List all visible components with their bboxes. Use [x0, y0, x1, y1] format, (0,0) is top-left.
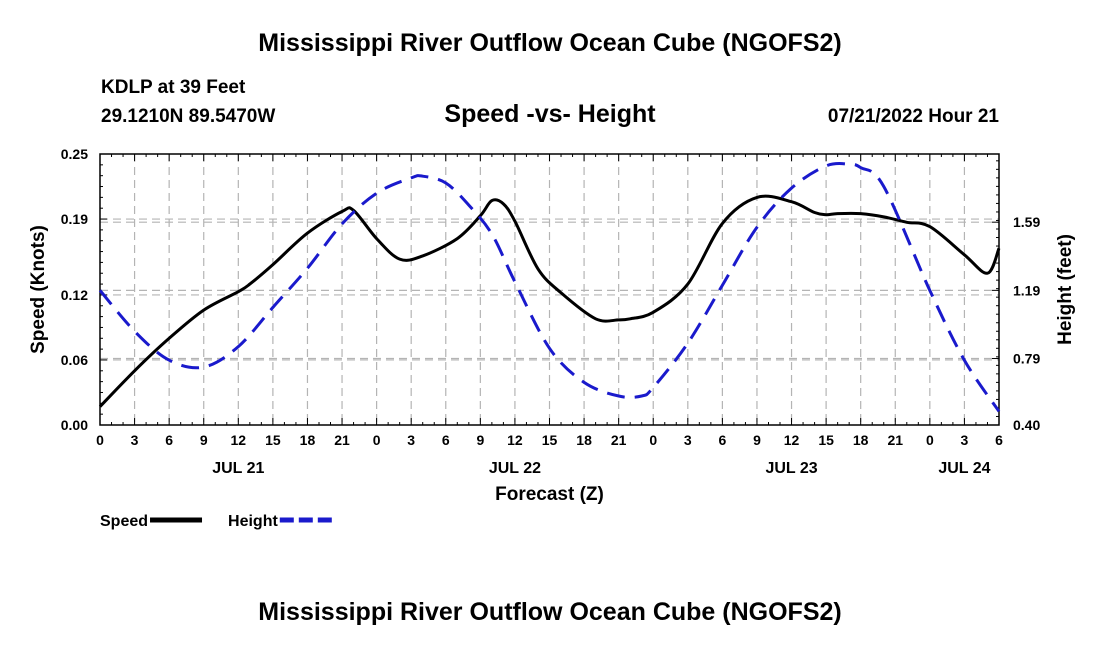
day-label: JUL 21 — [212, 460, 264, 477]
chart-title: Speed -vs- Height — [444, 100, 656, 128]
y-tick-label: 0.06 — [61, 352, 88, 368]
x-tick-label: 12 — [231, 432, 247, 448]
series-line-speed — [98, 194, 1001, 408]
y2-tick-label: 0.79 — [1013, 351, 1040, 367]
x-tick-label: 9 — [753, 432, 761, 448]
main-title: Mississippi River Outflow Ocean Cube (NG… — [258, 29, 842, 57]
x-tick-label: 12 — [784, 432, 800, 448]
x-tick-label: 3 — [961, 432, 969, 448]
y-tick-label: 0.25 — [61, 146, 88, 162]
x-tick-label: 0 — [96, 432, 104, 448]
x-tick-label: 21 — [611, 432, 627, 448]
x-tick-label: 18 — [853, 432, 869, 448]
y-axis-title: Speed (Knots) — [28, 225, 49, 354]
x-tick-label: 6 — [718, 432, 726, 448]
x-tick-label: 0 — [649, 432, 657, 448]
x-tick-label: 21 — [334, 432, 350, 448]
y2-axis-title: Height (feet) — [1055, 234, 1076, 345]
y-tick-label: 0.12 — [61, 287, 88, 303]
x-tick-label: 6 — [995, 432, 1003, 448]
legend-label-speed: Speed — [100, 513, 148, 530]
legend-label-height: Height — [228, 513, 278, 530]
x-tick-label: 15 — [818, 432, 834, 448]
y-tick-label: 0.19 — [61, 211, 88, 227]
x-tick-label: 6 — [165, 432, 173, 448]
x-tick-label: 18 — [300, 432, 316, 448]
day-label: JUL 22 — [489, 460, 541, 477]
coordinates-label: 29.1210N 89.5470W — [101, 106, 276, 127]
series-line-height — [98, 161, 1001, 413]
x-tick-label: 6 — [442, 432, 450, 448]
x-tick-label: 15 — [542, 432, 558, 448]
footer-title: Mississippi River Outflow Ocean Cube (NG… — [258, 598, 842, 626]
y-tick-label: 0.00 — [61, 417, 88, 433]
station-label: KDLP at 39 Feet — [101, 77, 246, 98]
y2-tick-label: 0.40 — [1013, 417, 1040, 433]
y2-tick-label: 1.59 — [1013, 214, 1040, 230]
day-label: JUL 23 — [765, 460, 817, 477]
x-tick-label: 3 — [407, 432, 415, 448]
x-tick-label: 21 — [887, 432, 903, 448]
x-axis-title: Forecast (Z) — [495, 484, 604, 505]
x-tick-label: 18 — [576, 432, 592, 448]
y2-tick-label: 1.19 — [1013, 282, 1040, 298]
datetime-label: 07/21/2022 Hour 21 — [827, 106, 999, 127]
x-tick-label: 15 — [265, 432, 281, 448]
x-tick-label: 3 — [131, 432, 139, 448]
x-tick-label: 9 — [200, 432, 208, 448]
x-tick-label: 0 — [926, 432, 934, 448]
day-label: JUL 24 — [938, 460, 990, 477]
x-tick-label: 3 — [684, 432, 692, 448]
x-tick-label: 9 — [476, 432, 484, 448]
x-tick-label: 12 — [507, 432, 523, 448]
x-tick-label: 0 — [373, 432, 381, 448]
